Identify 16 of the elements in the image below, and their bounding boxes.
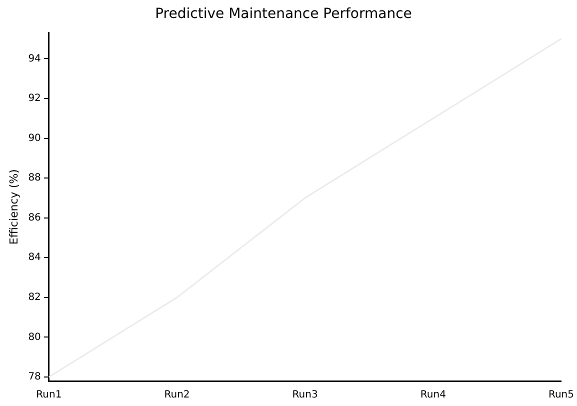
y-tick-label: 88	[28, 172, 41, 184]
x-tick-label: Run3	[292, 390, 318, 401]
y-tick-label: 86	[28, 212, 41, 224]
y-tick-label: 90	[28, 132, 41, 144]
y-tick-label: 78	[28, 372, 41, 383]
chart-title: Predictive Maintenance Performance	[155, 6, 412, 22]
x-tick-label: Run5	[548, 390, 574, 401]
y-tick-label: 80	[28, 332, 41, 343]
x-tick-label: Run4	[420, 390, 446, 401]
y-tick-label: 82	[28, 292, 41, 304]
x-tick-label: Run2	[164, 390, 190, 401]
y-tick-label: 84	[28, 252, 41, 264]
y-tick-label: 94	[28, 53, 41, 64]
y-tick-label: 92	[28, 93, 41, 104]
x-tick-label: Run1	[36, 390, 62, 401]
y-axis-title: Efficiency (%)	[7, 169, 20, 245]
